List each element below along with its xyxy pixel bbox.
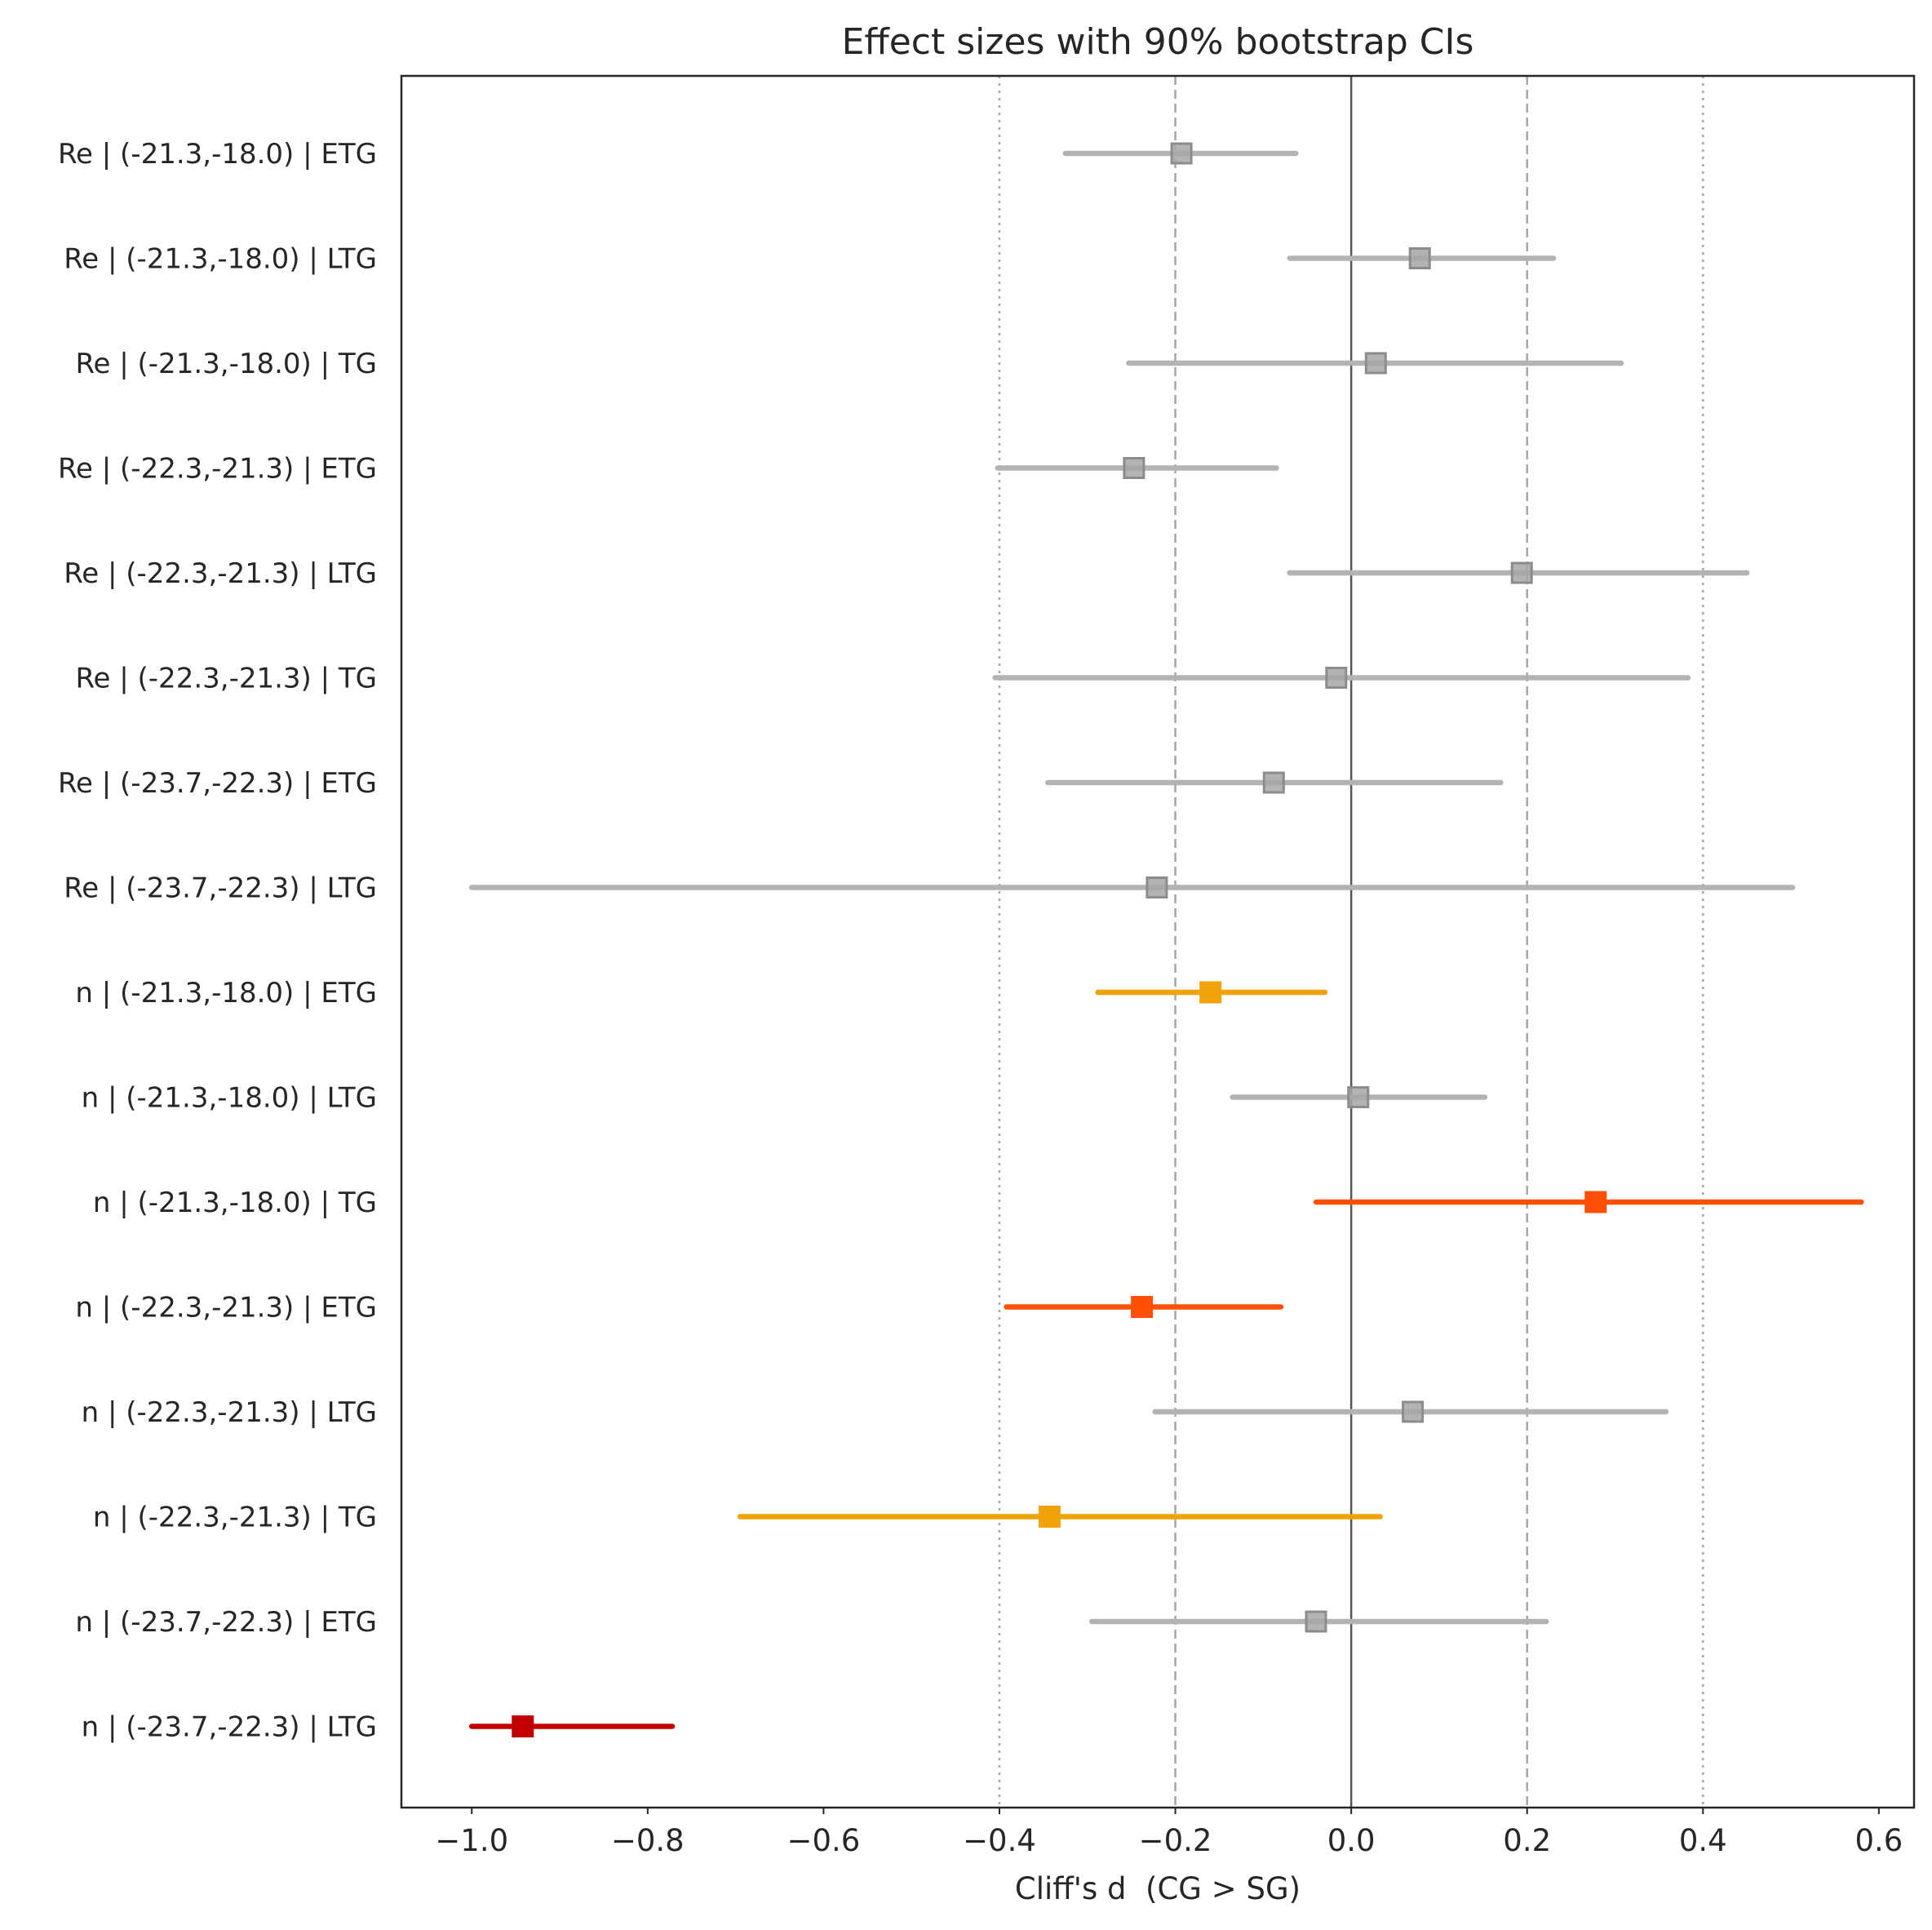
point-estimate <box>1131 1296 1154 1318</box>
x-tick-labels: −1.0 −0.8 −0.6 −0.4 −0.2 0.0 0.2 0.4 0.6 <box>435 1808 1903 1858</box>
y-tick-label: n | (-22.3,-21.3) | TG <box>93 1502 377 1534</box>
point-estimate <box>1325 667 1348 689</box>
point-estimate <box>1145 876 1168 898</box>
effect-rows <box>468 142 1864 1737</box>
y-tick-label: Re | (-23.7,-22.3) | LTG <box>64 872 377 905</box>
point-estimate <box>1123 457 1145 479</box>
x-tick-label: −0.4 <box>963 1823 1036 1858</box>
point-estimate <box>1170 142 1193 165</box>
y-tick-label: Re | (-22.3,-21.3) | TG <box>75 663 377 695</box>
point-estimate <box>1262 771 1285 794</box>
plot-frame <box>400 74 1916 1809</box>
y-tick-label: n | (-23.7,-22.3) | ETG <box>75 1606 377 1639</box>
x-tick-label: 0.6 <box>1854 1823 1903 1858</box>
point-estimate <box>1199 981 1222 1004</box>
x-tick-label: −0.6 <box>787 1823 860 1858</box>
point-estimate <box>1347 1086 1370 1108</box>
reference-lines <box>998 76 1704 1808</box>
y-tick-label: n | (-21.3,-18.0) | ETG <box>75 977 377 1009</box>
point-estimate <box>1364 352 1387 375</box>
point-estimate <box>1305 1610 1327 1633</box>
point-estimate <box>512 1715 534 1737</box>
x-tick-label: 0.2 <box>1503 1823 1551 1858</box>
y-tick-label: Re | (-21.3,-18.0) | TG <box>75 348 377 380</box>
y-tick-label: n | (-22.3,-21.3) | LTG <box>82 1396 377 1429</box>
y-tick-label: Re | (-22.3,-21.3) | ETG <box>58 453 377 486</box>
x-tick-label: 0.4 <box>1679 1823 1727 1858</box>
y-tick-label: Re | (-21.3,-18.0) | ETG <box>58 138 377 171</box>
y-tick-label: Re | (-22.3,-21.3) | LTG <box>64 557 377 590</box>
y-tick-label: n | (-23.7,-22.3) | LTG <box>82 1711 377 1744</box>
point-estimate <box>1584 1191 1607 1213</box>
x-tick-label: −0.2 <box>1139 1823 1212 1858</box>
point-estimate <box>1402 1400 1425 1423</box>
y-tick-label: n | (-21.3,-18.0) | TG <box>93 1187 377 1219</box>
chart-title: Effect sizes with 90% bootstrap CIs <box>842 21 1474 63</box>
y-tick-label: n | (-21.3,-18.0) | LTG <box>82 1082 377 1115</box>
x-tick-label: 0.0 <box>1327 1823 1376 1858</box>
x-tick-label: −1.0 <box>435 1823 508 1858</box>
point-estimate <box>1038 1506 1061 1528</box>
x-axis-label: Cliff's d (CG > SG) <box>1015 1871 1301 1906</box>
y-tick-label: n | (-22.3,-21.3) | ETG <box>75 1292 377 1324</box>
point-estimate <box>1510 561 1533 584</box>
x-tick-label: −0.8 <box>611 1823 685 1858</box>
point-estimate <box>1408 247 1431 269</box>
y-tick-labels: Re | (-21.3,-18.0) | ETG Re | (-21.3,-18.… <box>58 138 377 1744</box>
y-tick-label: Re | (-23.7,-22.3) | ETG <box>58 767 377 800</box>
y-tick-label: Re | (-21.3,-18.0) | LTG <box>64 243 377 276</box>
